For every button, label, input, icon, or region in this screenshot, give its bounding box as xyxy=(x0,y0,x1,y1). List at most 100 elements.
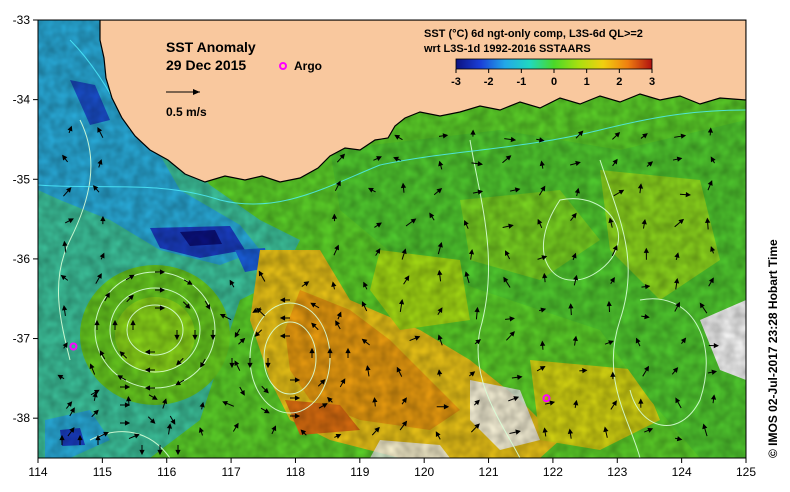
current-arrow-icon xyxy=(234,360,241,371)
current-arrow-icon xyxy=(300,429,307,436)
x-tick-label: 122 xyxy=(543,465,563,479)
credit-strip: © IMOS 02-Jul-2017 23:28 Hobart Time xyxy=(766,239,780,458)
current-arrow-icon xyxy=(539,160,545,169)
current-arrow-icon xyxy=(573,274,579,286)
current-arrow-icon xyxy=(437,334,443,346)
current-arrow-icon xyxy=(536,366,546,372)
current-arrow-icon xyxy=(708,277,714,287)
current-arrow-icon xyxy=(374,222,382,228)
current-arrow-icon xyxy=(199,401,205,410)
current-arrow-icon xyxy=(98,431,109,438)
colorbar: -3 -2 -1 0 1 2 3 xyxy=(451,58,655,88)
current-arrow-icon xyxy=(258,270,266,282)
current-arrow-icon xyxy=(95,434,101,445)
current-arrow-icon xyxy=(433,188,443,196)
current-arrow-icon xyxy=(608,217,614,228)
current-arrow-icon xyxy=(335,320,341,330)
current-arrow-icon xyxy=(702,423,708,437)
current-arrow-icon xyxy=(271,425,277,435)
current-arrow-icon xyxy=(575,130,584,139)
map-title: SST Anomaly xyxy=(166,39,256,55)
current-arrow-icon xyxy=(198,427,204,436)
current-arrow-icon xyxy=(260,407,270,414)
vector-scale-label: 0.5 m/s xyxy=(166,105,207,119)
product-line-2: wrt L3S-1d 1992-2016 SSTAARS xyxy=(423,43,591,55)
colorbar-tick-label: 1 xyxy=(584,76,590,88)
x-tick-label: 117 xyxy=(222,465,241,479)
current-arrow-icon xyxy=(464,271,470,284)
current-arrow-icon xyxy=(327,347,333,358)
current-arrow-icon xyxy=(568,303,574,316)
argo-float-marker xyxy=(69,342,78,351)
current-arrow-icon xyxy=(646,161,654,167)
current-arrow-icon xyxy=(331,281,337,290)
current-arrow-icon xyxy=(111,483,120,487)
current-arrow-icon xyxy=(331,213,338,222)
current-arrow-icon xyxy=(111,465,120,469)
current-arrow-icon xyxy=(94,319,100,330)
current-arrow-icon xyxy=(510,187,521,193)
current-arrow-icon xyxy=(641,314,650,320)
current-arrow-icon xyxy=(61,305,68,317)
current-arrow-icon xyxy=(473,399,480,406)
current-arrow-icon xyxy=(155,287,166,293)
current-arrow-icon xyxy=(401,397,407,405)
current-arrow-icon xyxy=(166,423,173,435)
current-arrow-icon xyxy=(537,255,548,261)
current-arrow-icon xyxy=(436,404,450,410)
current-arrow-icon xyxy=(671,367,679,375)
current-arrow-icon xyxy=(544,400,556,406)
current-arrow-icon xyxy=(279,315,290,321)
current-arrow-icon xyxy=(570,160,581,167)
current-arrow-icon xyxy=(59,434,65,445)
current-arrow-icon xyxy=(309,347,315,358)
current-arrow-icon xyxy=(707,180,713,191)
current-arrow-icon xyxy=(339,378,346,388)
current-arrow-icon xyxy=(707,369,718,375)
colorbar-tick-label: -3 xyxy=(451,76,461,88)
current-arrow-icon xyxy=(710,394,717,404)
current-arrow-icon xyxy=(644,427,654,433)
current-arrow-icon xyxy=(97,126,104,138)
current-arrow-icon xyxy=(371,426,380,436)
current-arrow-icon xyxy=(192,330,198,341)
current-arrow-icon xyxy=(361,301,368,312)
current-arrow-icon xyxy=(572,335,578,346)
current-arrow-icon xyxy=(640,133,648,139)
current-arrow-icon xyxy=(438,160,444,170)
current-arrow-icon xyxy=(674,301,680,312)
current-arrow-icon xyxy=(365,365,371,377)
current-arrow-icon xyxy=(502,155,512,164)
current-arrow-icon xyxy=(613,189,625,197)
current-arrow-icon xyxy=(612,131,621,140)
current-arrow-icon xyxy=(239,386,245,396)
current-arrow-icon xyxy=(144,367,155,373)
current-arrow-icon xyxy=(573,399,579,408)
current-arrow-icon xyxy=(334,180,341,192)
y-tick-label: -34 xyxy=(13,93,31,107)
current-arrow-icon xyxy=(85,467,91,473)
current-arrow-icon xyxy=(609,277,615,285)
current-arrow-icon xyxy=(92,391,98,401)
scale-arrow-head-icon xyxy=(193,89,200,95)
current-vectors xyxy=(57,125,719,487)
current-arrow-icon xyxy=(675,436,683,442)
current-arrow-icon xyxy=(128,433,140,440)
x-tick-label: 121 xyxy=(479,465,499,479)
current-arrow-icon xyxy=(336,311,342,320)
current-arrow-icon xyxy=(511,374,523,380)
current-arrow-icon xyxy=(104,292,110,302)
current-arrow-icon xyxy=(674,277,680,290)
current-arrow-icon xyxy=(120,402,131,408)
current-arrow-icon xyxy=(64,218,74,224)
x-tick-label: 123 xyxy=(607,465,627,479)
current-arrow-icon xyxy=(542,427,548,437)
x-tick-label: 116 xyxy=(157,465,176,479)
y-tick-label: -33 xyxy=(13,13,31,27)
current-arrow-icon xyxy=(130,319,136,330)
current-arrow-icon xyxy=(540,340,546,350)
current-arrow-icon xyxy=(175,379,185,386)
argo-legend: Argo xyxy=(279,59,322,73)
current-arrow-icon xyxy=(345,347,351,358)
current-arrow-icon xyxy=(409,335,421,342)
